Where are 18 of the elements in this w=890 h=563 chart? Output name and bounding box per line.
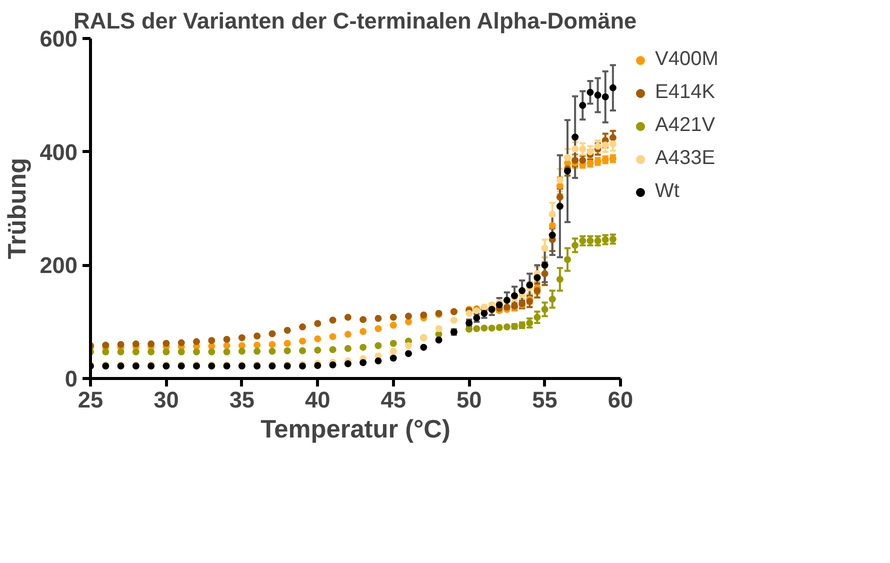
x-axis-title: Temperatur (°C) <box>260 416 450 444</box>
x-tick-label: 55 <box>532 386 558 412</box>
legend-label: V400M <box>655 48 718 71</box>
x-tick-label: 35 <box>229 386 255 412</box>
x-tick-label: 40 <box>305 386 330 412</box>
x-tick-label: 45 <box>380 386 406 412</box>
y-axis-title: Trübung <box>4 158 32 260</box>
y-tick-label: 0 <box>64 366 78 392</box>
x-tick-label: 25 <box>78 386 104 412</box>
x-tick-label: 50 <box>456 386 482 412</box>
x-tick-label: 30 <box>154 386 179 412</box>
y-tick-label: 400 <box>40 138 78 165</box>
legend-label: A421V <box>655 114 716 137</box>
legend-label: Wt <box>655 180 680 203</box>
legend-label: A433E <box>655 147 716 170</box>
y-tick-label: 200 <box>40 252 78 278</box>
x-tick-label: 60 <box>608 386 634 412</box>
legend-label: E414K <box>655 81 716 104</box>
